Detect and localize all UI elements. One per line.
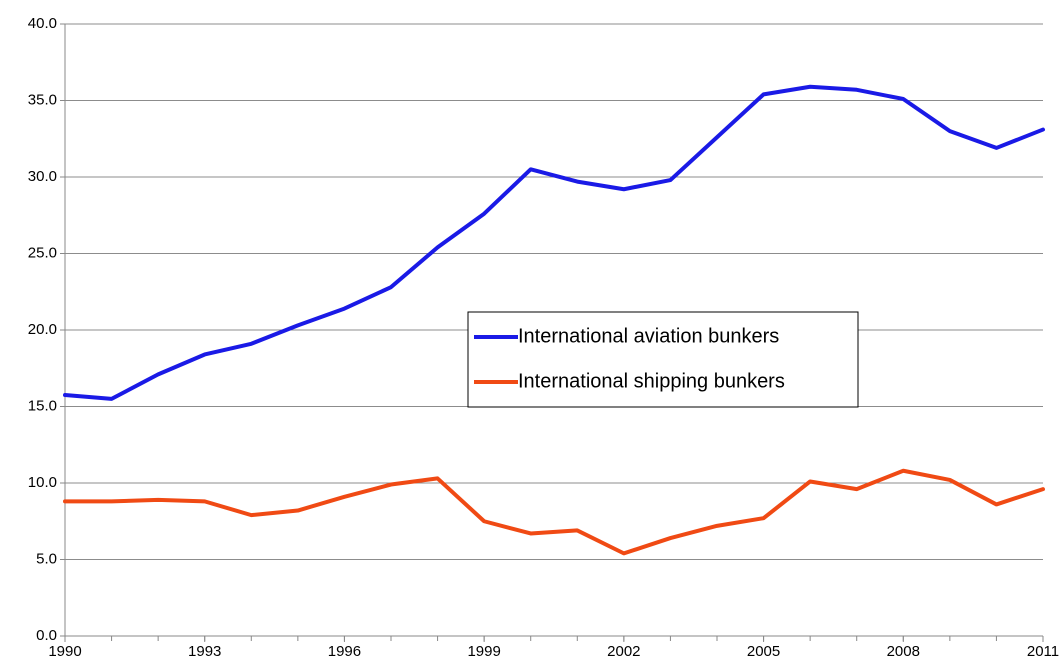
- data-line: [63, 84, 1045, 401]
- y-tick-label: 20.0: [28, 321, 57, 338]
- data-line: [63, 468, 1045, 556]
- y-tick-label: 15.0: [28, 397, 57, 414]
- x-tick-label: 1993: [188, 643, 221, 660]
- y-tick-label: 5.0: [36, 550, 57, 567]
- x-tick-label: 2005: [747, 643, 780, 660]
- y-tick-label: 40.0: [28, 15, 57, 32]
- y-tick-label: 10.0: [28, 474, 57, 491]
- x-tick-label: 2011: [1027, 643, 1059, 660]
- y-tick-label: 35.0: [28, 91, 57, 108]
- y-tick-label: 25.0: [28, 244, 57, 261]
- y-tick-label: 0.0: [36, 627, 57, 644]
- y-tick-label: 30.0: [28, 168, 57, 185]
- legend: International aviation bunkers Internatio…: [467, 311, 859, 408]
- x-tick-label: 2002: [607, 643, 640, 660]
- legend-label: International shipping bunkers: [518, 370, 785, 392]
- legend-box: [467, 311, 859, 408]
- x-tick-label: 1996: [328, 643, 361, 660]
- x-tick-label: 2008: [887, 643, 920, 660]
- x-tick-label: 1999: [467, 643, 500, 660]
- legend-label: International aviation bunkers: [518, 325, 779, 347]
- x-tick-label: 1990: [48, 643, 81, 660]
